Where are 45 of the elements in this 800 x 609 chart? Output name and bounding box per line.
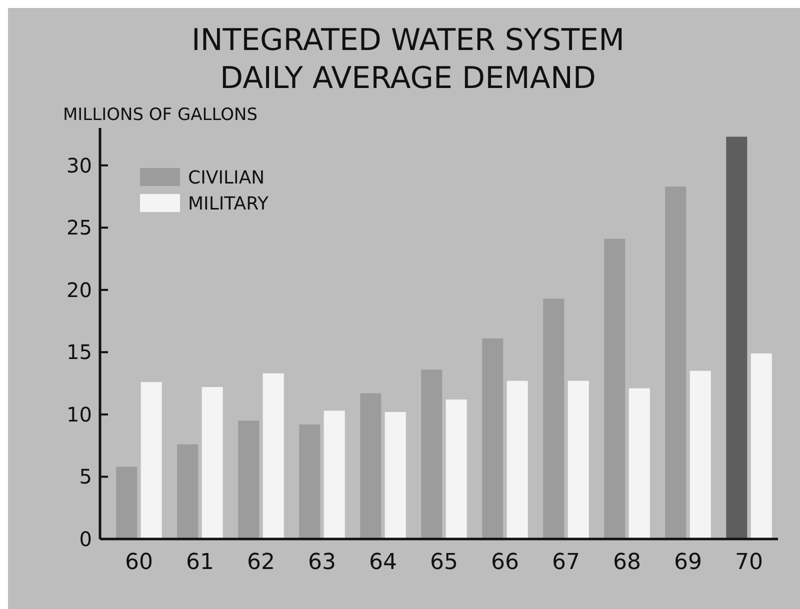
bar [238, 420, 260, 539]
bar [446, 400, 467, 539]
y-tick-label: 10 [66, 402, 92, 426]
legend-label: MILITARY [188, 193, 270, 214]
y-tick-label: 15 [66, 340, 92, 364]
x-tick-label: 60 [124, 550, 153, 575]
x-tick-label: 69 [674, 550, 702, 575]
chart-subtitle: DAILY AVERAGE DEMAND [220, 61, 596, 96]
bar [665, 186, 686, 539]
x-tick-label: 61 [186, 550, 214, 575]
x-tick-label: 62 [246, 550, 275, 575]
bar [543, 298, 564, 539]
y-tick-label: 25 [66, 216, 92, 240]
bar [568, 380, 589, 539]
x-tick-label: 64 [368, 550, 397, 575]
bar [360, 393, 382, 539]
bar [726, 136, 748, 539]
y-tick-label: 20 [66, 278, 92, 302]
bar [299, 424, 320, 539]
bar [604, 238, 626, 539]
bar [177, 444, 198, 539]
y-axis-title: MILLIONS OF GALLONS [63, 105, 258, 125]
y-tick-label: 30 [66, 153, 92, 178]
y-tick-label: 0 [79, 527, 92, 551]
chart-title: INTEGRATED WATER SYSTEM [191, 23, 625, 58]
bar [690, 370, 711, 539]
bar [750, 353, 772, 539]
bar [506, 380, 528, 539]
bar [262, 373, 284, 539]
x-tick-label: 70 [735, 550, 764, 575]
bar [421, 370, 442, 539]
bar [116, 466, 138, 539]
bar [628, 388, 650, 539]
legend-label: CIVILIAN [188, 167, 265, 188]
x-tick-label: 67 [552, 550, 580, 575]
y-tick-label: 5 [79, 464, 92, 489]
bar [482, 338, 504, 539]
x-tick-label: 63 [308, 550, 336, 575]
x-tick-label: 68 [613, 550, 642, 575]
x-tick-label: 66 [491, 550, 520, 575]
bar [384, 412, 406, 539]
bar [324, 410, 345, 539]
bar [202, 387, 223, 539]
x-tick-label: 65 [430, 550, 458, 575]
bar [140, 382, 162, 539]
